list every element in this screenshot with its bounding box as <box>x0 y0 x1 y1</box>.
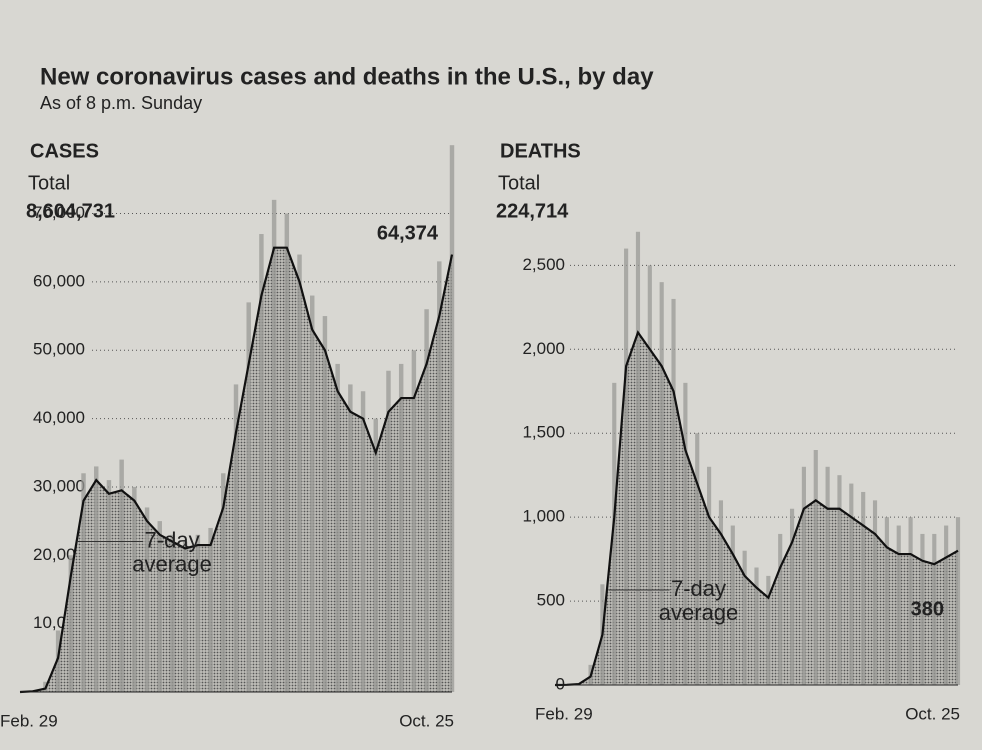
daily-bar <box>778 533 783 685</box>
daily-bar <box>132 486 137 692</box>
daily-bar <box>730 525 735 685</box>
annotation: average <box>659 600 739 625</box>
daily-bar <box>932 533 937 685</box>
chart-title: New coronavirus cases and deaths in the … <box>40 63 654 90</box>
daily-bar <box>360 391 366 692</box>
daily-bar <box>789 508 795 685</box>
daily-bar <box>872 500 878 685</box>
daily-bar <box>861 491 866 685</box>
y-tick-label: 30,000 <box>33 476 85 495</box>
total-value: 8,604,731 <box>26 200 115 222</box>
daily-bar <box>754 567 759 685</box>
annotation: 7-day <box>671 576 726 601</box>
average-line <box>19 246 454 694</box>
daily-bar <box>411 350 417 692</box>
daily-bar <box>955 517 961 685</box>
panel-label: CASES <box>30 140 99 162</box>
daily-bar <box>896 525 901 685</box>
daily-bar <box>81 473 86 692</box>
daily-bar <box>335 363 340 692</box>
daily-bar <box>718 500 724 685</box>
daily-bar <box>157 521 162 692</box>
y-tick-label: 1,500 <box>522 423 565 442</box>
daily-bar <box>144 507 150 692</box>
daily-bar <box>106 480 112 692</box>
daily-bar <box>233 384 239 692</box>
daily-bar <box>424 309 429 692</box>
daily-bar <box>94 466 99 692</box>
daily-bar <box>849 483 854 685</box>
daily-bar <box>766 575 771 685</box>
daily-bar <box>271 199 277 692</box>
total-label: Total <box>28 172 70 194</box>
x-tick-label: Feb. 29 <box>535 704 593 723</box>
daily-bar <box>297 254 302 692</box>
average-area <box>555 332 958 685</box>
daily-bar <box>612 382 617 685</box>
daily-bar <box>944 525 949 685</box>
daily-bar <box>208 527 213 692</box>
total-label: Total <box>498 172 540 194</box>
average-line <box>554 330 959 687</box>
y-tick-label: 50,000 <box>33 340 85 359</box>
daily-bar <box>259 234 264 693</box>
daily-bar <box>221 473 226 692</box>
y-tick-label: 2,500 <box>522 255 565 274</box>
daily-bar <box>170 534 175 692</box>
panel-label: DEATHS <box>500 140 581 162</box>
daily-bar <box>195 534 201 692</box>
y-tick-label: 1,000 <box>522 507 565 526</box>
daily-bar <box>801 466 806 685</box>
daily-bar <box>55 630 61 692</box>
daily-bar <box>310 295 315 692</box>
daily-bar <box>635 231 641 686</box>
daily-bar <box>449 145 455 693</box>
chart-subtitle: As of 8 p.m. Sunday <box>40 93 202 113</box>
daily-bar <box>695 433 700 685</box>
daily-bar <box>119 459 124 692</box>
daily-bar <box>707 466 712 685</box>
daily-bar <box>920 533 925 685</box>
latest-label: 64,374 <box>377 222 439 244</box>
total-value: 224,714 <box>496 200 569 222</box>
y-tick-label: 40,000 <box>33 408 85 427</box>
daily-bar <box>683 382 688 685</box>
y-tick-label: 500 <box>537 591 565 610</box>
daily-bar <box>884 517 889 685</box>
y-tick-label: 60,000 <box>33 271 85 290</box>
x-tick-label: Feb. 29 <box>0 711 58 730</box>
y-tick-label: 2,000 <box>522 339 565 358</box>
annotation: 7-day <box>145 527 200 552</box>
daily-bar <box>825 466 830 685</box>
daily-bar <box>373 418 378 692</box>
daily-bar <box>386 370 391 692</box>
y-tick-label: 70,000 <box>33 203 85 222</box>
daily-bar <box>837 475 842 685</box>
daily-bar <box>742 550 747 685</box>
daily-bar <box>68 555 74 692</box>
daily-bar <box>813 450 818 685</box>
latest-label: 380 <box>911 598 944 620</box>
x-tick-label: Oct. 25 <box>905 704 960 723</box>
daily-bar <box>659 282 664 685</box>
daily-bar <box>624 248 629 686</box>
daily-bar <box>348 384 353 692</box>
daily-bar <box>398 363 404 692</box>
daily-bar <box>246 302 251 692</box>
daily-bar <box>908 517 913 685</box>
daily-bar <box>182 541 188 692</box>
daily-bar <box>437 261 442 692</box>
daily-bar <box>671 298 676 685</box>
x-tick-label: Oct. 25 <box>399 711 454 730</box>
daily-bar <box>322 316 328 692</box>
daily-bar <box>647 265 652 685</box>
annotation: average <box>132 551 212 576</box>
daily-bar <box>284 213 290 692</box>
